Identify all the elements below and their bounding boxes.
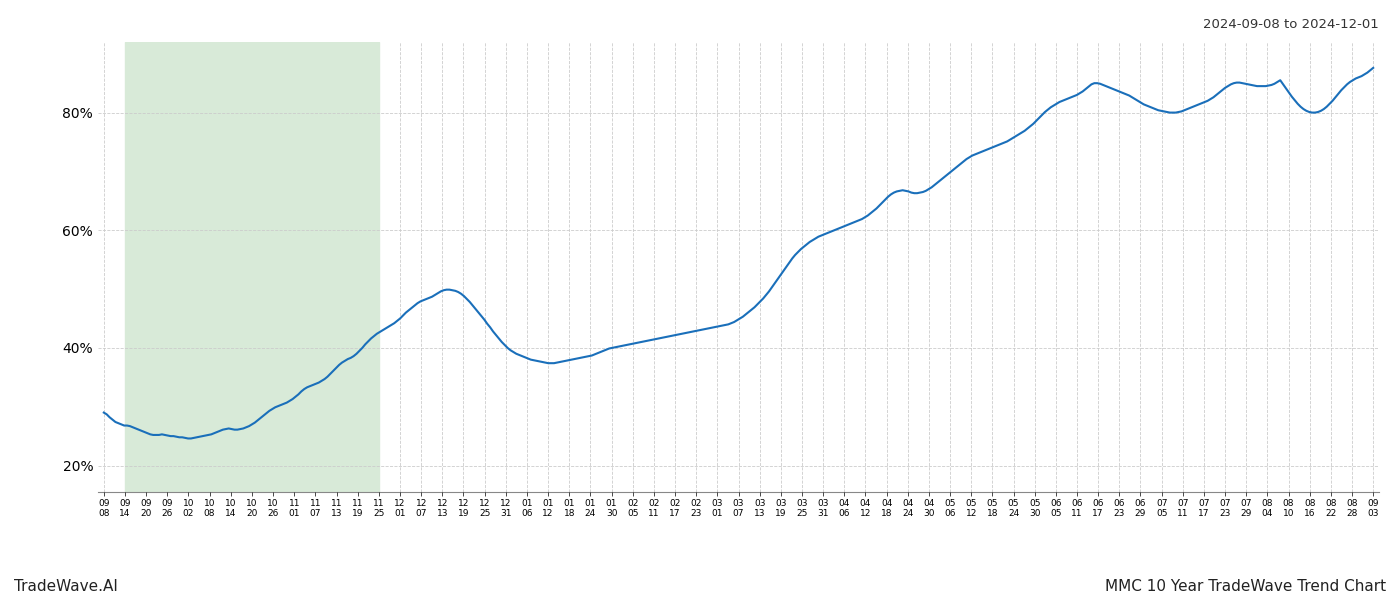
Text: 2024-09-08 to 2024-12-01: 2024-09-08 to 2024-12-01 <box>1203 18 1379 31</box>
Text: TradeWave.AI: TradeWave.AI <box>14 579 118 594</box>
Bar <box>125 42 379 492</box>
Text: MMC 10 Year TradeWave Trend Chart: MMC 10 Year TradeWave Trend Chart <box>1105 579 1386 594</box>
